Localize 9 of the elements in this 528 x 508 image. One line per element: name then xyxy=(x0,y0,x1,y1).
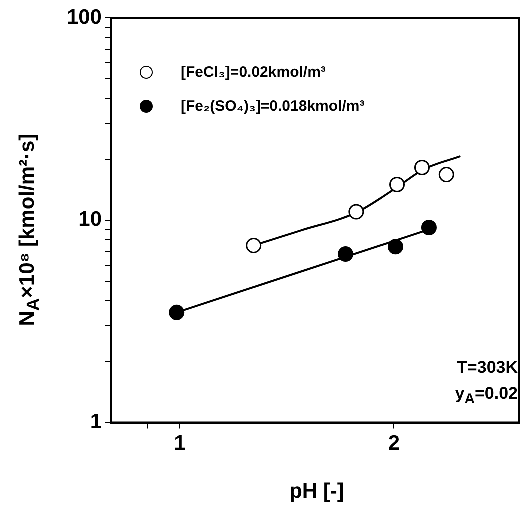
legend-label: [FeCl₃]=0.02kmol/m³ xyxy=(181,64,326,80)
x-tick-label: 2 xyxy=(388,432,400,456)
x-axis-title: pH [-] xyxy=(290,480,344,504)
y-tick-label: 10 xyxy=(78,208,102,232)
annotation: T=303K xyxy=(456,357,518,379)
legend-label: [Fe₂(SO₄)₃]=0.018kmol/m³ xyxy=(181,98,365,114)
y-tick-label: 1 xyxy=(90,410,102,434)
y-tick-label: 100 xyxy=(66,6,102,29)
annotation: y$_{A}$=0.02 xyxy=(455,383,518,410)
